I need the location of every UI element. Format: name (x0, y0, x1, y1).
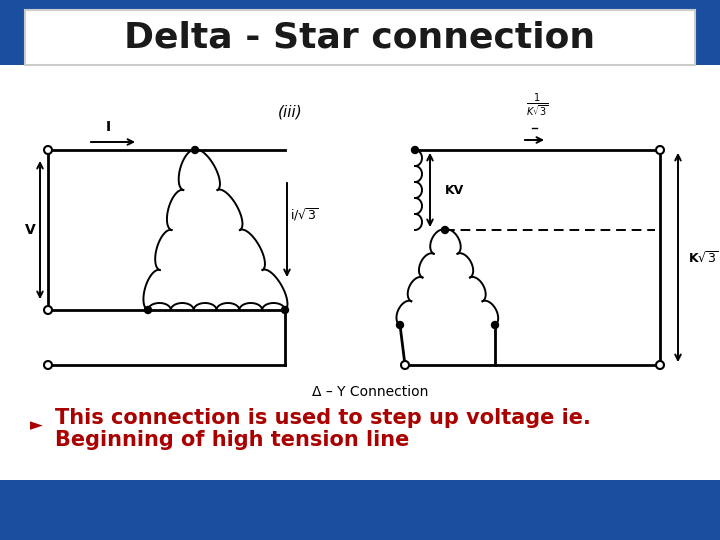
Circle shape (401, 361, 409, 369)
Text: V: V (24, 223, 35, 237)
Bar (25, 10, 695, 65)
Text: i/$\sqrt{3}$: i/$\sqrt{3}$ (290, 207, 319, 224)
Text: Delta - Star connection: Delta - Star connection (125, 20, 595, 54)
Text: This connection is used to step up voltage ie.: This connection is used to step up volta… (55, 408, 591, 428)
Text: K$\sqrt{3}$ V: K$\sqrt{3}$ V (688, 251, 720, 266)
Circle shape (397, 321, 403, 328)
Text: I: I (105, 120, 111, 134)
Text: Δ – Y Connection: Δ – Y Connection (312, 385, 428, 399)
Bar (0, 65, 720, 480)
Circle shape (44, 361, 52, 369)
Circle shape (44, 146, 52, 154)
Circle shape (282, 307, 289, 314)
Text: (iii): (iii) (278, 105, 302, 119)
Text: Beginning of high tension line: Beginning of high tension line (55, 430, 410, 450)
Circle shape (145, 307, 151, 314)
Circle shape (656, 361, 664, 369)
Circle shape (492, 321, 498, 328)
Circle shape (441, 226, 449, 233)
Circle shape (44, 306, 52, 314)
Text: $\frac{1}{K\sqrt{3}}$: $\frac{1}{K\sqrt{3}}$ (526, 92, 548, 120)
Circle shape (656, 146, 664, 154)
Text: KV: KV (445, 184, 464, 197)
Circle shape (192, 146, 199, 153)
Text: ►: ► (30, 416, 42, 434)
Circle shape (412, 146, 418, 153)
